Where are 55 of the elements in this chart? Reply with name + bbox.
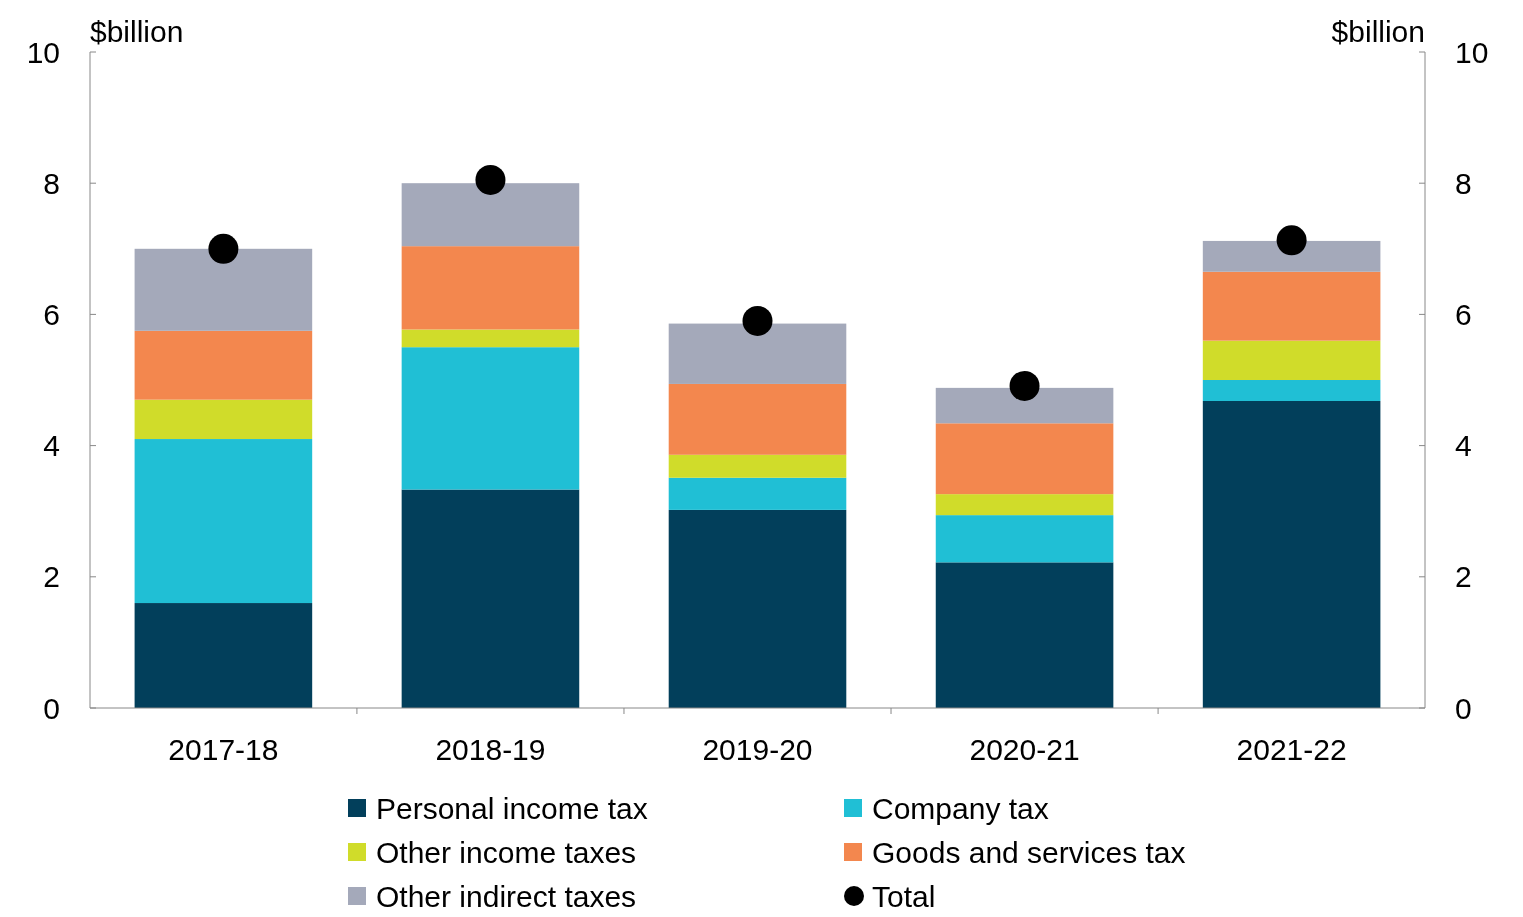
bar bbox=[401, 329, 580, 348]
y2-tick-label: 4 bbox=[1455, 429, 1472, 463]
x-tick-label: 2017-18 bbox=[168, 733, 279, 766]
y2-tick-label: 2 bbox=[1455, 560, 1472, 594]
point bbox=[208, 233, 239, 264]
bar bbox=[668, 454, 847, 478]
bar bbox=[1202, 340, 1381, 380]
y2-tick-label: 10 bbox=[1455, 35, 1489, 69]
y2-tick-label: 8 bbox=[1455, 166, 1472, 200]
y-tick-label: 6 bbox=[43, 297, 60, 331]
bar bbox=[935, 562, 1114, 708]
legend-label: Personal income tax bbox=[376, 791, 648, 825]
bar bbox=[668, 477, 847, 510]
bar bbox=[1202, 400, 1381, 708]
bar bbox=[935, 515, 1114, 563]
bar bbox=[134, 399, 313, 440]
point bbox=[1276, 225, 1307, 256]
bar bbox=[134, 603, 313, 708]
y-tick-label: 2 bbox=[43, 560, 60, 594]
bar bbox=[401, 347, 580, 490]
y-tick-label: 8 bbox=[43, 166, 60, 200]
bar bbox=[1202, 271, 1381, 341]
x-tick-label: 2018-19 bbox=[435, 733, 546, 766]
bar bbox=[134, 439, 313, 604]
bar bbox=[134, 248, 313, 331]
bar bbox=[1202, 240, 1381, 272]
bar bbox=[401, 183, 580, 247]
legend-label: Total bbox=[872, 879, 936, 913]
x-tick-label: 2019-20 bbox=[702, 733, 813, 766]
y-tick-label: 4 bbox=[43, 429, 60, 463]
y-axis-title: $billion bbox=[90, 15, 184, 48]
y-tick-label: 10 bbox=[26, 35, 60, 69]
bar bbox=[935, 423, 1114, 495]
bar bbox=[935, 494, 1114, 516]
bar bbox=[668, 509, 847, 708]
bar bbox=[401, 489, 580, 708]
bar bbox=[401, 246, 580, 330]
bar bbox=[668, 383, 847, 455]
legend-label: Other indirect taxes bbox=[376, 879, 637, 913]
legend-label: Goods and services tax bbox=[872, 835, 1186, 869]
legend-label: Other income taxes bbox=[376, 835, 637, 869]
point bbox=[1009, 370, 1040, 401]
x-tick-label: 2020-21 bbox=[969, 733, 1080, 766]
y2-tick-label: 6 bbox=[1455, 297, 1472, 331]
x-tick-label: 2021-22 bbox=[1236, 733, 1347, 766]
bar bbox=[668, 323, 847, 384]
y-tick-label: 0 bbox=[43, 691, 60, 725]
bar bbox=[1202, 380, 1381, 401]
y2-tick-label: 0 bbox=[1455, 691, 1472, 725]
legend-label: Company tax bbox=[872, 791, 1049, 825]
y2-axis-title: $billion bbox=[1331, 15, 1425, 48]
point bbox=[742, 305, 773, 336]
bar bbox=[134, 330, 313, 400]
bar bbox=[935, 387, 1114, 424]
point bbox=[475, 164, 506, 195]
